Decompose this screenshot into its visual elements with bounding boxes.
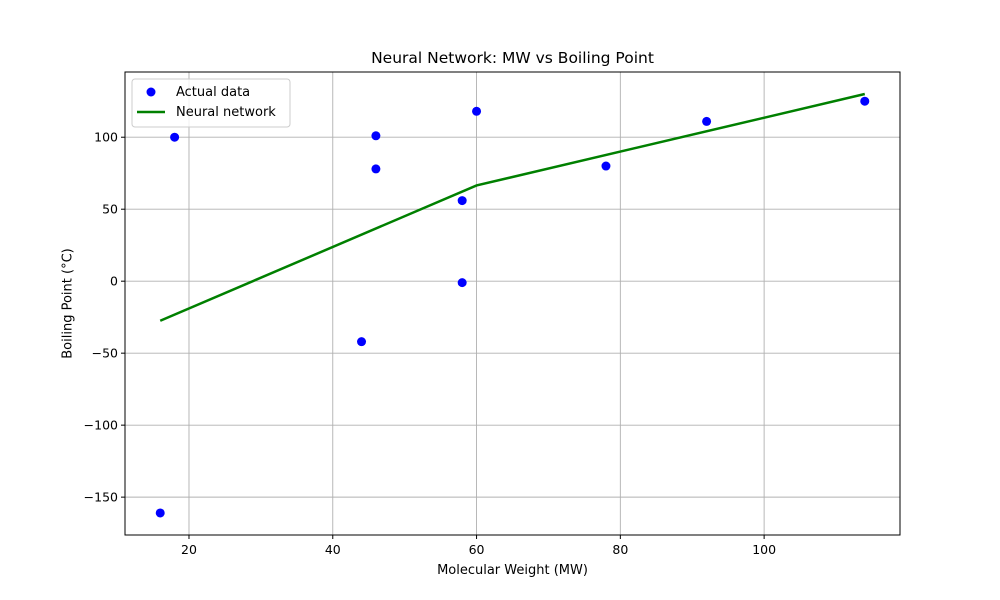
data-point — [860, 96, 870, 106]
legend-box — [131, 78, 291, 128]
y-tick-label: 50 — [102, 202, 118, 217]
data-point — [170, 132, 180, 142]
x-tick-label: 100 — [752, 542, 776, 557]
data-point — [457, 278, 467, 288]
legend-label-actual-data: Actual data — [176, 85, 250, 100]
x-tick-label: 60 — [469, 542, 485, 557]
y-tick-label: −100 — [84, 418, 118, 433]
y-tick-label: 100 — [94, 130, 118, 145]
legend-label-neural-network: Neural network — [176, 105, 276, 120]
data-point — [155, 508, 165, 518]
x-tick-label: 80 — [612, 542, 628, 557]
y-axis-label: Boiling Point (°C) — [61, 248, 76, 358]
data-point — [371, 164, 381, 174]
y-tick-label: −150 — [84, 490, 118, 505]
y-tick-label: 0 — [110, 274, 118, 289]
data-point — [457, 196, 467, 206]
plot-frame — [124, 71, 901, 536]
y-tick-label: −50 — [92, 346, 118, 361]
x-tick-label: 40 — [325, 542, 341, 557]
chart-title: Neural Network: MW vs Boiling Point — [371, 49, 654, 67]
plot-area — [155, 92, 870, 518]
data-point — [472, 106, 482, 116]
neural-network-line — [159, 92, 866, 322]
legend-marker-actual-data — [146, 87, 156, 97]
data-point — [371, 131, 381, 141]
grid — [125, 72, 900, 535]
x-tick-label: 20 — [181, 542, 197, 557]
data-point — [702, 116, 712, 126]
data-point — [357, 337, 367, 347]
data-point — [601, 161, 611, 171]
x-axis-label: Molecular Weight (MW) — [437, 563, 588, 578]
axes-ticks: 20 40 60 80 100 −150 −100 −50 0 50 100 — [84, 130, 776, 557]
legend: Actual data Neural network — [131, 78, 291, 128]
